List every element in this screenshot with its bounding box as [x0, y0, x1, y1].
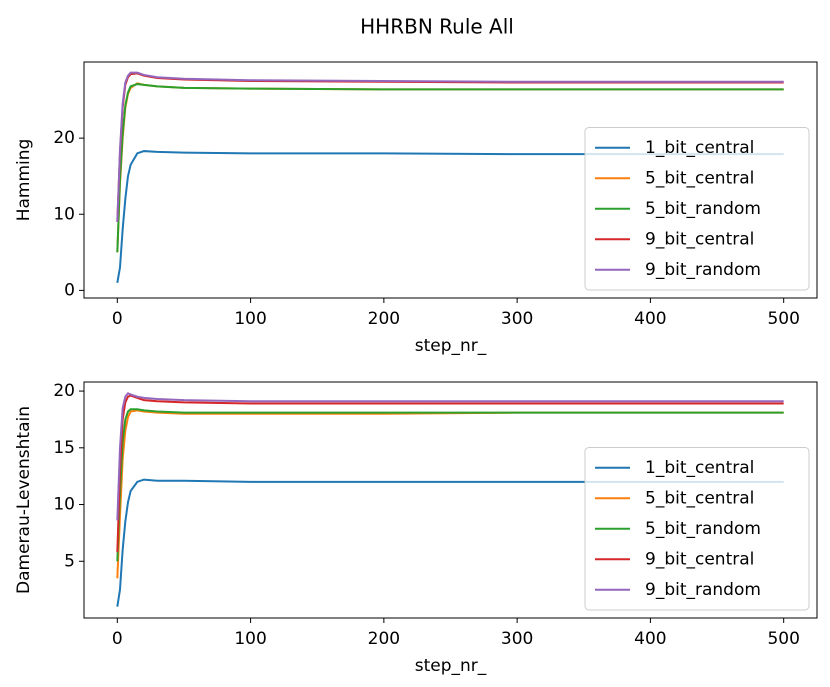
x-tick-label: 400 — [634, 629, 666, 649]
legend-label: 9_bit_random — [645, 260, 761, 280]
series-line — [116, 478, 784, 607]
series-line — [116, 83, 784, 253]
x-tick-label: 200 — [368, 629, 400, 649]
y-tick-label: 10 — [53, 204, 75, 224]
series-line — [116, 392, 784, 521]
legend-label: 1_bit_central — [645, 138, 754, 158]
x-axis-label: step_nr_ — [415, 656, 487, 676]
x-tick-label: 400 — [634, 309, 666, 329]
y-tick-label: 20 — [53, 128, 75, 148]
figure-title: HHRBN Rule All — [360, 15, 514, 39]
x-tick-label: 100 — [234, 309, 266, 329]
x-tick-label: 500 — [767, 309, 799, 329]
y-tick-label: 5 — [64, 551, 75, 571]
x-tick-label: 0 — [112, 629, 123, 649]
series-line — [116, 71, 784, 222]
legend-box — [584, 127, 810, 291]
legend-label: 5_bit_random — [645, 519, 761, 539]
legend-label: 5_bit_central — [645, 168, 754, 188]
x-tick-label: 300 — [501, 309, 533, 329]
x-tick-label: 0 — [112, 309, 123, 329]
axes-frame — [83, 61, 818, 299]
y-tick-label: 15 — [53, 438, 75, 458]
legend-label: 5_bit_central — [645, 488, 754, 508]
legend-label: 9_bit_central — [645, 549, 754, 569]
legend-label: 1_bit_central — [645, 458, 754, 478]
y-axis-label: Damerau-Levenshtain — [14, 406, 34, 594]
legend-box — [584, 447, 810, 611]
x-axis-label: step_nr_ — [415, 336, 487, 356]
series-line — [116, 394, 784, 553]
x-tick-label: 300 — [501, 629, 533, 649]
x-tick-label: 100 — [234, 629, 266, 649]
legend-label: 9_bit_central — [645, 229, 754, 249]
y-tick-label: 20 — [53, 381, 75, 401]
series-line — [116, 408, 784, 562]
y-axis-label: Hamming — [14, 139, 34, 222]
series-line — [116, 150, 784, 283]
x-tick-label: 200 — [368, 309, 400, 329]
axes-frame — [83, 381, 818, 619]
legend-label: 5_bit_random — [645, 199, 761, 219]
x-tick-label: 500 — [767, 629, 799, 649]
legend-label: 9_bit_random — [645, 580, 761, 600]
y-tick-label: 10 — [53, 495, 75, 515]
y-tick-label: 0 — [64, 280, 75, 300]
